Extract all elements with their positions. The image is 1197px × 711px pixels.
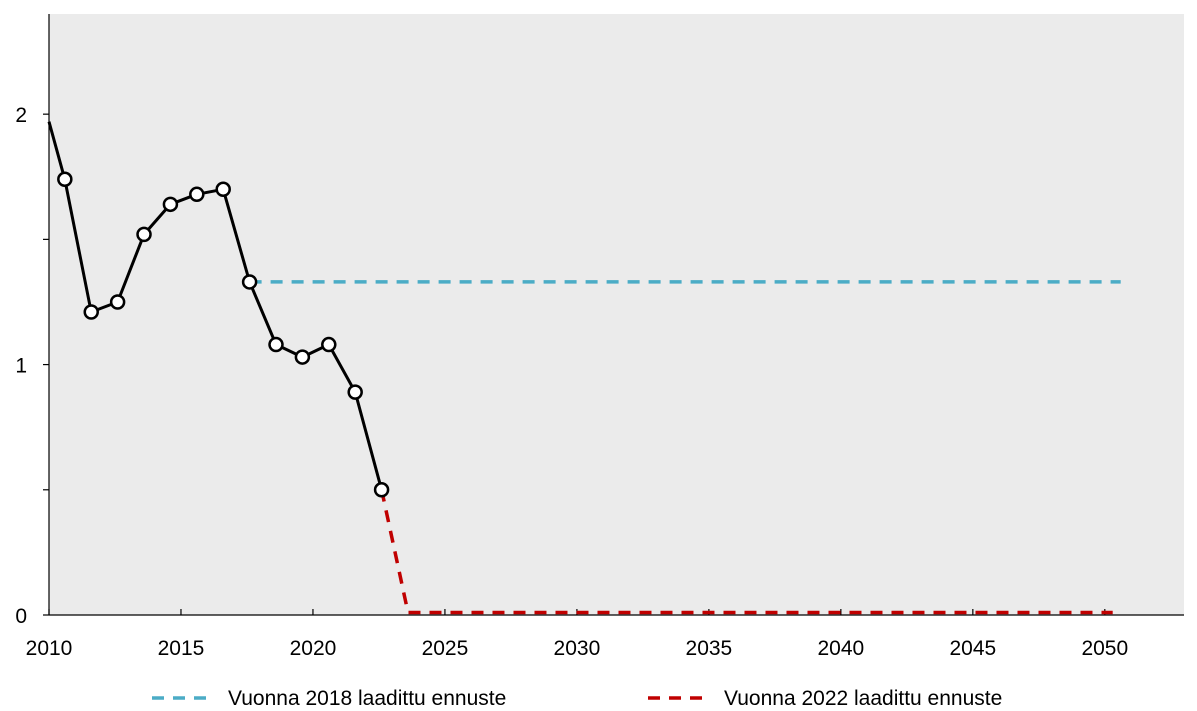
y-tick-label: 2 bbox=[15, 104, 27, 127]
plot-area bbox=[49, 14, 1184, 615]
data-point bbox=[189, 186, 205, 203]
data-point bbox=[294, 349, 311, 365]
legend-item-2018: Vuonna 2018 laadittu ennuste bbox=[152, 687, 506, 710]
data-point bbox=[347, 384, 363, 400]
data-point bbox=[215, 181, 231, 198]
series-line-vuonna-2022-laadittu-ennuste bbox=[379, 489, 1113, 615]
x-tick-label: 2040 bbox=[818, 637, 865, 660]
y-tick-label: 0 bbox=[15, 605, 27, 628]
x-tick-label: 2045 bbox=[949, 637, 996, 660]
data-point bbox=[241, 274, 258, 290]
x-tick-label: 2035 bbox=[686, 637, 733, 660]
x-tick-label: 2020 bbox=[290, 637, 337, 660]
y-axis: 0 1 2 bbox=[15, 14, 50, 628]
y-tick-label: 1 bbox=[15, 355, 27, 378]
data-point bbox=[268, 336, 284, 353]
x-axis: 2010 2015 2020 2025 2030 2035 2040 2045 2050 bbox=[26, 609, 1184, 660]
legend-item-2022: Vuonna 2022 laadittu ennuste bbox=[648, 687, 1002, 710]
x-tick-label: 2050 bbox=[1081, 637, 1128, 660]
x-tick-label: 2025 bbox=[422, 637, 469, 660]
x-tick-label: 2015 bbox=[158, 637, 205, 660]
x-tick-label: 2030 bbox=[554, 637, 601, 660]
legend: Vuonna 2018 laadittu ennuste Vuonna 2022… bbox=[152, 687, 1002, 710]
data-point bbox=[321, 336, 337, 353]
data-point bbox=[373, 482, 390, 498]
data-point bbox=[109, 294, 126, 310]
x-tick-label: 2010 bbox=[26, 637, 73, 660]
data-point bbox=[83, 304, 99, 320]
series-layer bbox=[47, 121, 1121, 615]
legend-label-2018: Vuonna 2018 laadittu ennuste bbox=[228, 687, 506, 710]
data-point bbox=[136, 226, 152, 243]
data-point bbox=[162, 196, 179, 213]
data-point bbox=[57, 171, 73, 188]
legend-label-2022: Vuonna 2022 laadittu ennuste bbox=[724, 687, 1002, 710]
